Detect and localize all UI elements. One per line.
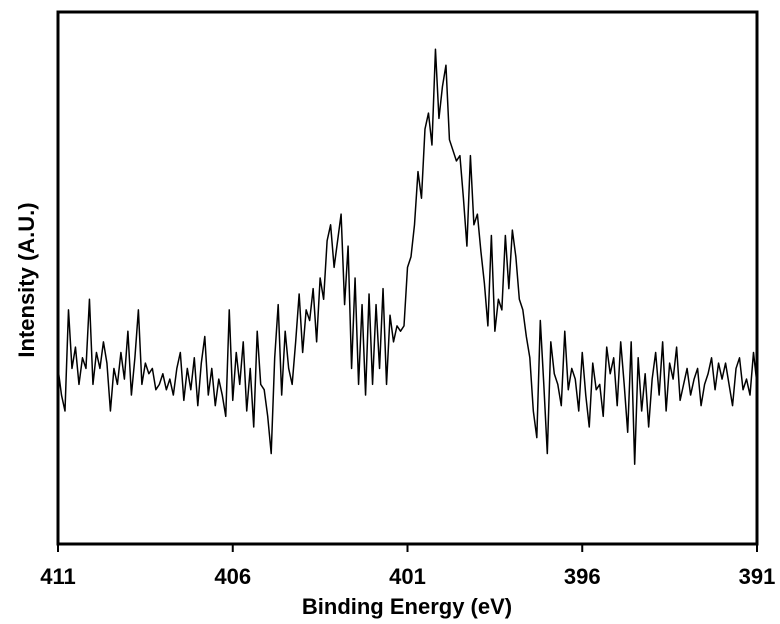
x-tick-label: 391: [739, 564, 776, 589]
y-axis-title: Intensity (A.U.): [14, 202, 39, 357]
spectrum-line: [57, 48, 758, 465]
x-tick-label: 411: [40, 564, 76, 589]
x-tick-label: 396: [564, 564, 601, 589]
x-axis-title: Binding Energy (eV): [302, 594, 512, 619]
plot-frame: [56, 10, 759, 546]
x-tick-label: 406: [214, 564, 251, 589]
x-tick-label: 401: [389, 564, 426, 589]
